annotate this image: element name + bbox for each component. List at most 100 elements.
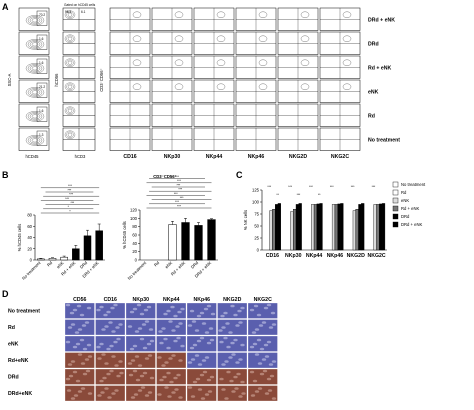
tissue-texture: [206, 341, 212, 345]
marker-histogram-grid: [109, 7, 361, 151]
tissue-texture: [271, 360, 277, 363]
density-contour: [27, 64, 43, 73]
tissue-texture: [118, 323, 123, 326]
density-contour: [64, 106, 76, 115]
bar: [379, 203, 383, 251]
tissue-texture: [80, 387, 86, 390]
tissue-texture: [253, 304, 259, 308]
gate-box: [36, 10, 48, 26]
significance-label: ***: [176, 183, 180, 187]
tissue-texture: [200, 397, 206, 400]
tissue-texture: [66, 389, 72, 392]
tissue-texture: [113, 340, 118, 344]
tissue-texture: [99, 305, 104, 309]
density-contour: [67, 60, 73, 65]
tissue-texture: [228, 331, 233, 334]
tissue-texture: [166, 371, 171, 375]
y-tick-label: 60: [132, 233, 137, 238]
tissue-texture: [147, 354, 153, 357]
tissue-texture: [144, 320, 150, 323]
tissue-texture: [146, 305, 152, 309]
tissue-texture: [130, 359, 136, 362]
ihc-image: [125, 335, 156, 352]
tissue-texture: [99, 342, 104, 346]
tissue-texture: [176, 336, 181, 340]
bar: [194, 225, 203, 261]
tissue-texture: [162, 375, 167, 379]
tissue-texture: [194, 354, 200, 357]
tissue-texture: [133, 393, 139, 396]
ihc-image: [186, 335, 217, 352]
column-label: NKG2D: [223, 297, 241, 303]
tissue-texture: [204, 356, 210, 359]
tissue-texture: [173, 339, 178, 343]
hcd45-plot: [18, 55, 50, 79]
density-contour: [25, 39, 45, 50]
tissue-texture: [116, 374, 121, 378]
bar: [37, 258, 45, 261]
y-axis-label: % hCD45 cells: [17, 224, 22, 251]
tissue-texture: [81, 324, 87, 327]
tissue-texture: [144, 357, 150, 360]
tissue-texture: [256, 313, 262, 317]
tissue-texture: [163, 337, 168, 341]
tissue-texture: [159, 341, 164, 345]
tissue-texture: [141, 323, 147, 326]
density-contour: [300, 11, 310, 18]
significance-label: ***: [178, 188, 182, 192]
tissue-texture: [77, 328, 83, 331]
tissue-texture: [111, 355, 116, 358]
tissue-texture: [128, 373, 134, 377]
tissue-texture: [114, 364, 119, 367]
tissue-texture: [75, 342, 81, 346]
tissue-texture: [204, 331, 210, 334]
y-tick-label: 0: [257, 248, 260, 253]
ihc-image: [156, 385, 187, 402]
tissue-texture: [72, 345, 78, 349]
density-contour: [25, 63, 45, 74]
tissue-texture: [173, 376, 178, 380]
density-contour: [66, 11, 74, 18]
density-contour: [66, 131, 74, 138]
column-label: NKp44: [163, 297, 180, 303]
tissue-texture: [82, 347, 88, 351]
ssc-axis-label: SSC-A: [7, 73, 12, 86]
bar: [311, 204, 315, 251]
tissue-texture: [132, 369, 138, 373]
x-tick-label: NKp44: [306, 253, 323, 259]
y-tick-label: 25: [254, 236, 259, 241]
hcd45-plot: [18, 79, 50, 103]
tissue-texture: [109, 344, 114, 348]
tissue-texture: [146, 342, 152, 346]
tissue-texture: [136, 303, 142, 307]
tissue-texture: [221, 388, 226, 391]
hcd45-axis-label: hCD45: [25, 154, 39, 159]
tissue-texture: [103, 313, 108, 317]
tissue-texture: [107, 396, 112, 399]
significance-label: ***: [372, 185, 376, 189]
marker-label: NKp44: [206, 154, 223, 160]
chart-b2-title: CD3⁻CD56⁺: [153, 174, 177, 179]
tissue-texture: [235, 361, 240, 364]
tissue-texture: [189, 346, 195, 350]
tissue-texture: [157, 356, 162, 359]
tissue-texture: [178, 396, 183, 399]
legend-label: DRd: [401, 214, 410, 219]
hcd45-value: 1.3: [39, 133, 44, 137]
y-tick-label: 125: [252, 188, 260, 193]
tissue-texture: [259, 347, 265, 351]
ihc-image: [247, 319, 278, 336]
tissue-texture: [139, 374, 145, 378]
tissue-texture: [192, 380, 198, 384]
tissue-texture: [266, 340, 272, 344]
tissue-texture: [119, 371, 124, 375]
density-contour: [67, 108, 73, 113]
tissue-texture: [180, 344, 185, 348]
tissue-texture: [192, 343, 198, 347]
tissue-texture: [111, 392, 116, 395]
tissue-texture: [87, 392, 93, 395]
density-contour: [300, 83, 310, 90]
tissue-texture: [139, 312, 145, 316]
